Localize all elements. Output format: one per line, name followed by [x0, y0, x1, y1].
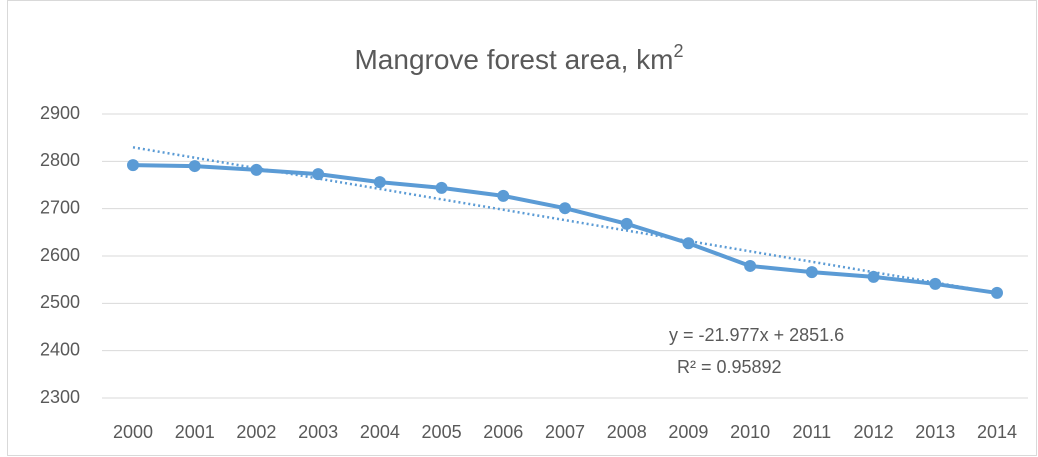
grid: 2300 2400 2500 2600 2700 2800 2900 2000 2001 2002…	[40, 103, 1028, 442]
title-superscript: 2	[674, 41, 684, 61]
data-point	[250, 163, 263, 176]
x-tick-label: 2005	[422, 422, 462, 442]
x-tick-label: 2008	[607, 422, 647, 442]
data-point	[373, 176, 386, 189]
x-tick-label: 2002	[236, 422, 276, 442]
x-tick-label: 2010	[730, 422, 770, 442]
data-point	[682, 237, 695, 250]
data-point	[559, 202, 571, 215]
x-tick-label: 2007	[545, 422, 585, 442]
y-tick-label: 2900	[40, 103, 80, 123]
x-tick-label: 2000	[113, 422, 153, 442]
x-tick-label: 2006	[483, 422, 523, 442]
data-point	[620, 217, 633, 230]
data-point	[867, 270, 880, 283]
marks	[127, 146, 1003, 299]
y-tick-label: 2400	[40, 339, 80, 359]
trend-equation: y = -21.977x + 2851.6	[669, 325, 844, 345]
y-tick-label: 2800	[40, 150, 80, 170]
data-point	[312, 168, 325, 181]
x-tick-label: 2014	[977, 422, 1017, 442]
y-tick-label: 2500	[40, 292, 80, 312]
data-point	[188, 160, 201, 173]
chart-title: Mangrove forest area, km2	[354, 41, 683, 76]
x-tick-label: 2012	[854, 422, 894, 442]
data-point	[991, 286, 1003, 299]
y-tick-label: 2300	[40, 387, 80, 407]
y-tick-label: 2600	[40, 245, 80, 265]
x-tick-label: 2009	[668, 422, 708, 442]
trendline	[132, 146, 998, 295]
x-tick-label: 2004	[360, 422, 400, 442]
x-tick-label: 2013	[915, 422, 955, 442]
chart-border	[7, 0, 1037, 456]
data-point	[435, 181, 448, 194]
x-tick-label: 2011	[792, 422, 831, 442]
y-tick-label: 2700	[40, 197, 80, 217]
data-point	[497, 189, 510, 202]
x-tick-label: 2001	[175, 422, 215, 442]
title-text: Mangrove forest area, km	[354, 44, 673, 75]
data-point	[127, 159, 139, 172]
data-point	[929, 277, 942, 290]
x-tick-label: 2003	[298, 422, 338, 442]
data-point	[744, 259, 757, 272]
trend-r-squared: R² = 0.95892	[677, 357, 782, 377]
data-point	[805, 266, 818, 279]
